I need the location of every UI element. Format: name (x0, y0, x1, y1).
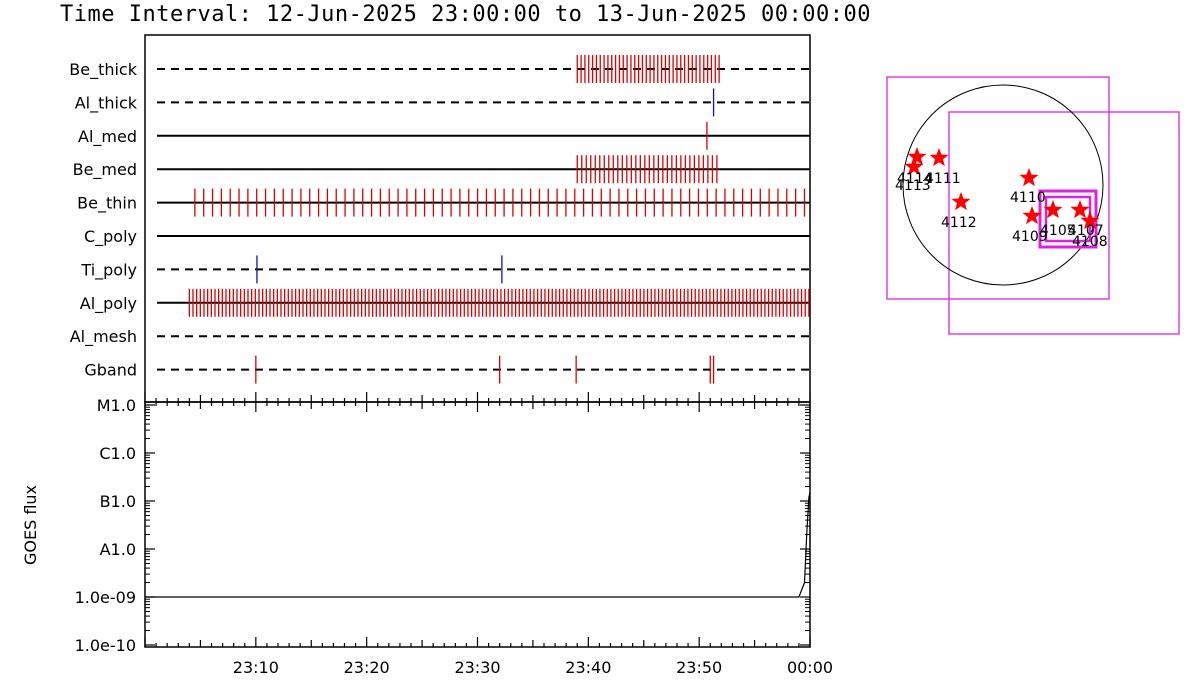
row-label-Ti_poly: Ti_poly (80, 260, 137, 280)
y-tick-label: 1.0e-09 (75, 588, 136, 607)
row-label-Al_mesh: Al_mesh (70, 327, 137, 347)
region-label-4112: 4112 (941, 215, 977, 231)
fov-box-offset (948, 111, 1180, 335)
row-label-Gband: Gband (84, 361, 137, 380)
y-tick-label: M1.0 (97, 396, 136, 415)
region-star-4114 (907, 147, 927, 166)
y-tick-label: 1.0e-10 (75, 636, 136, 655)
x-tick-label: 23:50 (676, 658, 722, 677)
y-tick-label: B1.0 (100, 492, 136, 511)
row-label-Al_med: Al_med (78, 127, 137, 147)
x-tick-label: 23:40 (565, 658, 611, 677)
region-star-4113 (904, 157, 924, 176)
region-label-4108: 4108 (1072, 234, 1108, 250)
filter-timeline-plot: Be_thick Al_thick Al_med Be_med Be_thin C_pol… (69, 34, 811, 403)
region-label-4113: 4113 (895, 178, 931, 194)
region-star-4112 (951, 192, 971, 211)
fov-box-large (886, 76, 1110, 300)
region-star-4105 (1043, 200, 1063, 219)
goes-flux-line (145, 492, 811, 598)
x-tick-label: 00:00 (787, 658, 833, 677)
goes-flux-plot: 1.0e-10 1.0e-09 A1.0 B1.0 C1.0 M1.0 GOES flux 2… (21, 396, 833, 677)
region-star-4107 (1070, 200, 1090, 219)
goes-frame (144, 401, 811, 648)
region-label-4105: 4105 (1040, 223, 1076, 239)
region-star-4108 (1080, 211, 1100, 230)
region-star-4111 (929, 148, 949, 167)
timeline-frame (144, 34, 811, 403)
region-label-4107: 4107 (1068, 223, 1104, 239)
row-label-Be_thick: Be_thick (69, 60, 137, 80)
x-tick-label: 23:20 (344, 658, 390, 677)
row-label-Be_med: Be_med (73, 160, 137, 180)
region-label-4114: 4114 (897, 171, 933, 187)
solar-limb-circle (902, 84, 1104, 286)
time-interval-title: Time Interval: 12-Jun-2025 23:00:00 to 1… (60, 2, 871, 27)
y-axis-label: GOES flux (21, 485, 40, 565)
row-label-Al_thick: Al_thick (75, 93, 138, 113)
x-tick-label: 23:30 (454, 658, 500, 677)
y-tick-label: C1.0 (99, 444, 136, 463)
x-tick-label: 23:10 (233, 658, 279, 677)
region-star-4110 (1019, 168, 1039, 187)
y-tick-label: A1.0 (100, 540, 136, 559)
region-label-4110: 4110 (1010, 190, 1046, 206)
row-label-Al_poly: Al_poly (80, 294, 137, 314)
region-label-4111: 4111 (925, 171, 961, 187)
row-label-Be_thin: Be_thin (77, 194, 137, 214)
row-label-C_poly: C_poly (84, 227, 137, 247)
region-star-4109 (1022, 206, 1042, 225)
region-label-4109: 4109 (1012, 229, 1048, 245)
